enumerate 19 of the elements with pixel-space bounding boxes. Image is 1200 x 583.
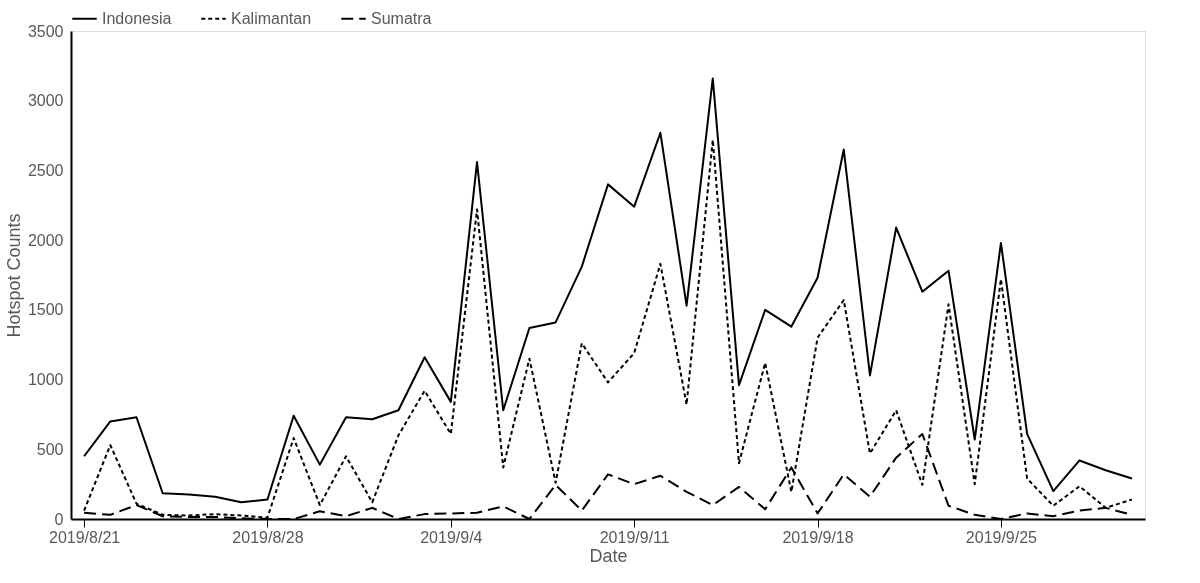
x-tick-label: 2019/9/11	[599, 528, 670, 546]
y-tick-label: 3500	[27, 22, 64, 40]
y-tick-label: 3000	[27, 92, 64, 110]
y-tick-label: 500	[36, 440, 64, 458]
x-tick-label: 2019/8/21	[49, 528, 121, 546]
y-tick-label: 1500	[27, 301, 64, 319]
x-tick-label: 2019/9/18	[782, 528, 854, 546]
x-tick-label: 2019/9/4	[420, 528, 483, 546]
x-tick-label: 2019/9/25	[965, 528, 1038, 546]
legend-label: Indonesia	[102, 9, 172, 27]
legend-label: Sumatra	[371, 9, 432, 27]
y-tick-label: 2000	[27, 231, 64, 249]
x-tick-label: 2019/8/28	[232, 528, 304, 546]
y-tick-label: 0	[54, 510, 64, 528]
x-axis-title: Date	[589, 545, 628, 566]
y-tick-label: 2500	[27, 161, 64, 179]
y-tick-label: 1000	[27, 371, 64, 389]
legend-label: Kalimantan	[231, 9, 312, 27]
y-axis-title: Hotspot Counts	[3, 213, 24, 338]
